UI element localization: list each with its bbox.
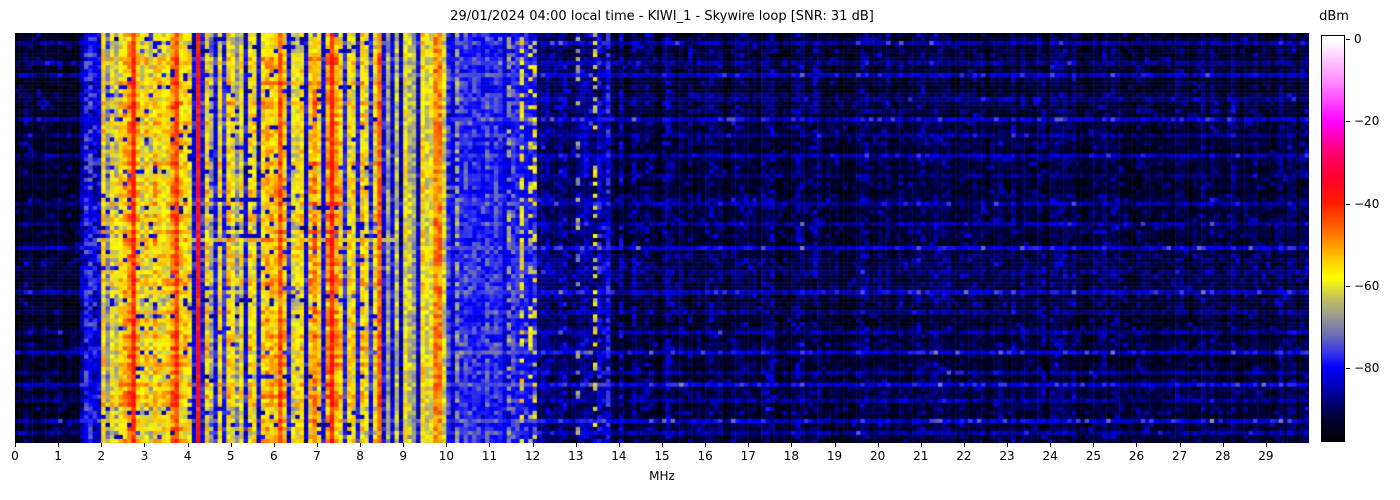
x-tick-mark — [748, 443, 749, 447]
x-tick-label: 29 — [1258, 449, 1273, 463]
x-tick-label: 19 — [827, 449, 842, 463]
x-tick-mark — [58, 443, 59, 447]
x-tick-mark — [317, 443, 318, 447]
x-tick-label: 20 — [870, 449, 885, 463]
x-tick-mark — [1007, 443, 1008, 447]
x-tick-label: 25 — [1086, 449, 1101, 463]
x-tick-mark — [1266, 443, 1267, 447]
x-tick-label: 0 — [11, 449, 19, 463]
x-tick-mark — [144, 443, 145, 447]
x-tick-label: 2 — [97, 449, 105, 463]
colorbar-tick-label: −20 — [1354, 114, 1379, 128]
chart-title: 29/01/2024 04:00 local time - KIWI_1 - S… — [15, 9, 1309, 25]
x-tick-label: 15 — [654, 449, 669, 463]
x-tick-label: 18 — [784, 449, 799, 463]
x-tick-label: 6 — [270, 449, 278, 463]
x-tick-mark — [1136, 443, 1137, 447]
x-tick-label: 11 — [482, 449, 497, 463]
colorbar-tick-mark — [1346, 286, 1350, 287]
waterfall-chart: 29/01/2024 04:00 local time - KIWI_1 - S… — [0, 0, 1400, 500]
x-tick-mark — [791, 443, 792, 447]
x-tick-mark — [1050, 443, 1051, 447]
x-tick-label: 23 — [999, 449, 1014, 463]
x-tick-label: 7 — [313, 449, 321, 463]
x-tick-label: 17 — [741, 449, 756, 463]
x-tick-label: 12 — [525, 449, 540, 463]
x-tick-mark — [576, 443, 577, 447]
x-tick-mark — [1223, 443, 1224, 447]
x-tick-label: 3 — [141, 449, 149, 463]
colorbar-gradient — [1321, 35, 1345, 442]
colorbar-tick-mark — [1346, 204, 1350, 205]
x-tick-mark — [878, 443, 879, 447]
x-tick-mark — [360, 443, 361, 447]
x-tick-label: 24 — [1043, 449, 1058, 463]
x-tick-label: 28 — [1215, 449, 1230, 463]
x-tick-label: 27 — [1172, 449, 1187, 463]
x-tick-mark — [101, 443, 102, 447]
colorbar-tick-mark — [1346, 39, 1350, 40]
x-tick-mark — [403, 443, 404, 447]
x-tick-mark — [835, 443, 836, 447]
x-tick-mark — [1180, 443, 1181, 447]
x-tick-label: 13 — [568, 449, 583, 463]
colorbar-tick-label: −40 — [1354, 197, 1379, 211]
x-tick-mark — [662, 443, 663, 447]
colorbar-tick-label: −60 — [1354, 279, 1379, 293]
spectrogram-heatmap — [15, 33, 1309, 443]
x-tick-label: 10 — [439, 449, 454, 463]
x-tick-mark — [274, 443, 275, 447]
x-tick-label: 9 — [399, 449, 407, 463]
x-tick-mark — [446, 443, 447, 447]
x-tick-mark — [705, 443, 706, 447]
x-tick-label: 22 — [956, 449, 971, 463]
colorbar-tick-label: 0 — [1354, 32, 1362, 46]
x-tick-mark — [1093, 443, 1094, 447]
x-tick-mark — [964, 443, 965, 447]
x-tick-label: 16 — [697, 449, 712, 463]
x-tick-mark — [231, 443, 232, 447]
x-tick-mark — [188, 443, 189, 447]
colorbar-unit-label: dBm — [1312, 9, 1356, 24]
x-tick-mark — [533, 443, 534, 447]
x-axis-label: MHz — [15, 469, 1309, 483]
x-tick-mark — [15, 443, 16, 447]
x-tick-mark — [489, 443, 490, 447]
x-tick-label: 21 — [913, 449, 928, 463]
x-tick-label: 14 — [611, 449, 626, 463]
colorbar-tick-mark — [1346, 121, 1350, 122]
x-tick-label: 4 — [184, 449, 192, 463]
colorbar-tick-mark — [1346, 368, 1350, 369]
x-tick-label: 5 — [227, 449, 235, 463]
x-tick-label: 8 — [356, 449, 364, 463]
colorbar-tick-label: −80 — [1354, 361, 1379, 375]
x-tick-mark — [619, 443, 620, 447]
x-tick-mark — [921, 443, 922, 447]
x-tick-label: 26 — [1129, 449, 1144, 463]
x-tick-label: 1 — [54, 449, 62, 463]
